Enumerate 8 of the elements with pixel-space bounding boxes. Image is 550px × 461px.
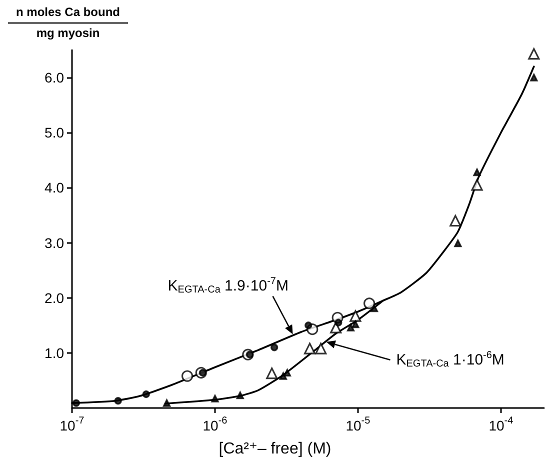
- x-axis-title: [Ca²⁺– free] (M): [218, 440, 332, 458]
- y-tick-label: 1.0: [44, 344, 64, 361]
- y-tick-label: 4.0: [44, 180, 64, 196]
- y-tick-label: 2.0: [44, 290, 64, 306]
- y-axis-title: n moles Ca bound mg myosin: [16, 5, 120, 40]
- y-tick-label: 3.0: [44, 234, 64, 251]
- y-tick-label: 6.0: [44, 70, 64, 86]
- y-tick-label: 5.0: [44, 124, 64, 141]
